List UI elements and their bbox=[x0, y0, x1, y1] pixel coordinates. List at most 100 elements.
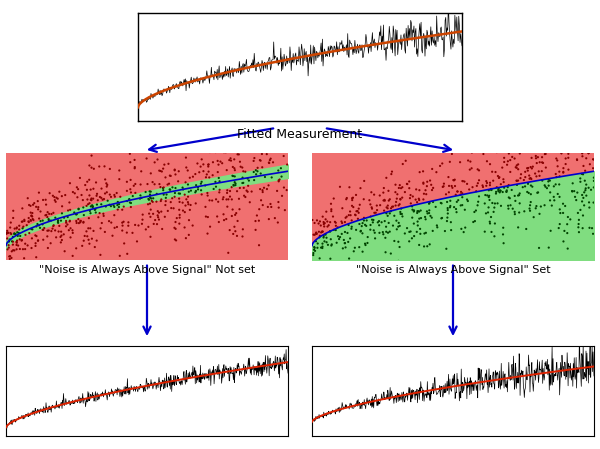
Point bbox=[581, 185, 590, 192]
Point bbox=[560, 227, 569, 234]
Point bbox=[413, 146, 423, 154]
Point bbox=[462, 180, 472, 188]
Point bbox=[155, 167, 165, 175]
Point bbox=[239, 168, 248, 175]
Point bbox=[488, 177, 498, 184]
Point bbox=[4, 253, 14, 260]
Point bbox=[250, 176, 259, 184]
Point bbox=[224, 196, 233, 203]
Point bbox=[7, 260, 17, 267]
Point bbox=[146, 188, 155, 195]
Point bbox=[356, 228, 365, 235]
Point bbox=[205, 223, 215, 230]
Point bbox=[89, 227, 98, 234]
Point bbox=[35, 208, 45, 215]
Point bbox=[551, 171, 560, 178]
Point bbox=[12, 225, 22, 232]
Point bbox=[315, 218, 325, 225]
Point bbox=[274, 178, 283, 185]
Point bbox=[530, 141, 540, 148]
Point bbox=[584, 184, 593, 191]
Point bbox=[145, 191, 155, 198]
Point bbox=[451, 206, 461, 213]
Point bbox=[311, 229, 321, 236]
Point bbox=[259, 184, 269, 191]
Point bbox=[38, 196, 48, 203]
Point bbox=[386, 250, 395, 257]
Point bbox=[43, 233, 52, 240]
Point bbox=[395, 196, 405, 203]
Point bbox=[70, 190, 80, 197]
Point bbox=[5, 236, 14, 243]
Point bbox=[311, 230, 321, 238]
Point bbox=[76, 217, 85, 224]
Point bbox=[226, 155, 235, 162]
Point bbox=[435, 162, 445, 169]
Point bbox=[520, 183, 530, 190]
Point bbox=[166, 198, 176, 206]
Point bbox=[122, 178, 131, 185]
Point bbox=[415, 225, 425, 233]
Point bbox=[589, 199, 598, 206]
Point bbox=[454, 197, 463, 204]
Point bbox=[366, 221, 376, 229]
Point bbox=[407, 214, 417, 221]
Point bbox=[317, 228, 327, 235]
Point bbox=[446, 226, 456, 233]
Point bbox=[79, 218, 88, 225]
Point bbox=[130, 156, 139, 163]
Point bbox=[554, 224, 563, 232]
Point bbox=[354, 205, 364, 212]
Point bbox=[266, 200, 275, 207]
Point bbox=[489, 208, 499, 216]
Point bbox=[214, 198, 223, 205]
Point bbox=[10, 247, 19, 254]
Point bbox=[178, 186, 188, 193]
Point bbox=[175, 195, 184, 202]
Point bbox=[559, 169, 568, 176]
Point bbox=[355, 201, 365, 208]
Point bbox=[420, 213, 430, 220]
Point bbox=[519, 176, 529, 184]
Point bbox=[56, 228, 66, 235]
Point bbox=[235, 206, 244, 213]
Point bbox=[50, 227, 60, 234]
Point bbox=[257, 164, 267, 171]
Point bbox=[229, 156, 239, 163]
Point bbox=[46, 240, 55, 247]
Point bbox=[387, 168, 397, 175]
Point bbox=[415, 168, 424, 176]
Point bbox=[104, 218, 114, 225]
Point bbox=[563, 213, 572, 220]
Point bbox=[333, 224, 343, 231]
Point bbox=[163, 181, 172, 188]
Point bbox=[122, 250, 132, 257]
Point bbox=[98, 196, 107, 203]
Point bbox=[114, 203, 124, 211]
Point bbox=[575, 136, 584, 144]
Point bbox=[183, 193, 193, 200]
Point bbox=[349, 248, 359, 255]
Point bbox=[266, 203, 276, 211]
Point bbox=[442, 245, 451, 252]
Point bbox=[544, 176, 553, 183]
Point bbox=[314, 220, 323, 227]
Point bbox=[8, 233, 18, 240]
Point bbox=[537, 167, 547, 175]
Point bbox=[496, 187, 505, 194]
Point bbox=[4, 244, 14, 251]
Point bbox=[551, 111, 560, 119]
Point bbox=[43, 244, 53, 251]
Point bbox=[386, 207, 395, 215]
Point bbox=[422, 208, 432, 215]
Point bbox=[310, 243, 319, 251]
Point bbox=[439, 180, 449, 187]
Point bbox=[255, 157, 265, 164]
Point bbox=[66, 224, 76, 232]
Point bbox=[94, 214, 103, 221]
Point bbox=[445, 131, 454, 138]
Point bbox=[254, 206, 264, 213]
Point bbox=[173, 178, 183, 185]
Point bbox=[491, 190, 501, 197]
Point bbox=[6, 229, 16, 237]
